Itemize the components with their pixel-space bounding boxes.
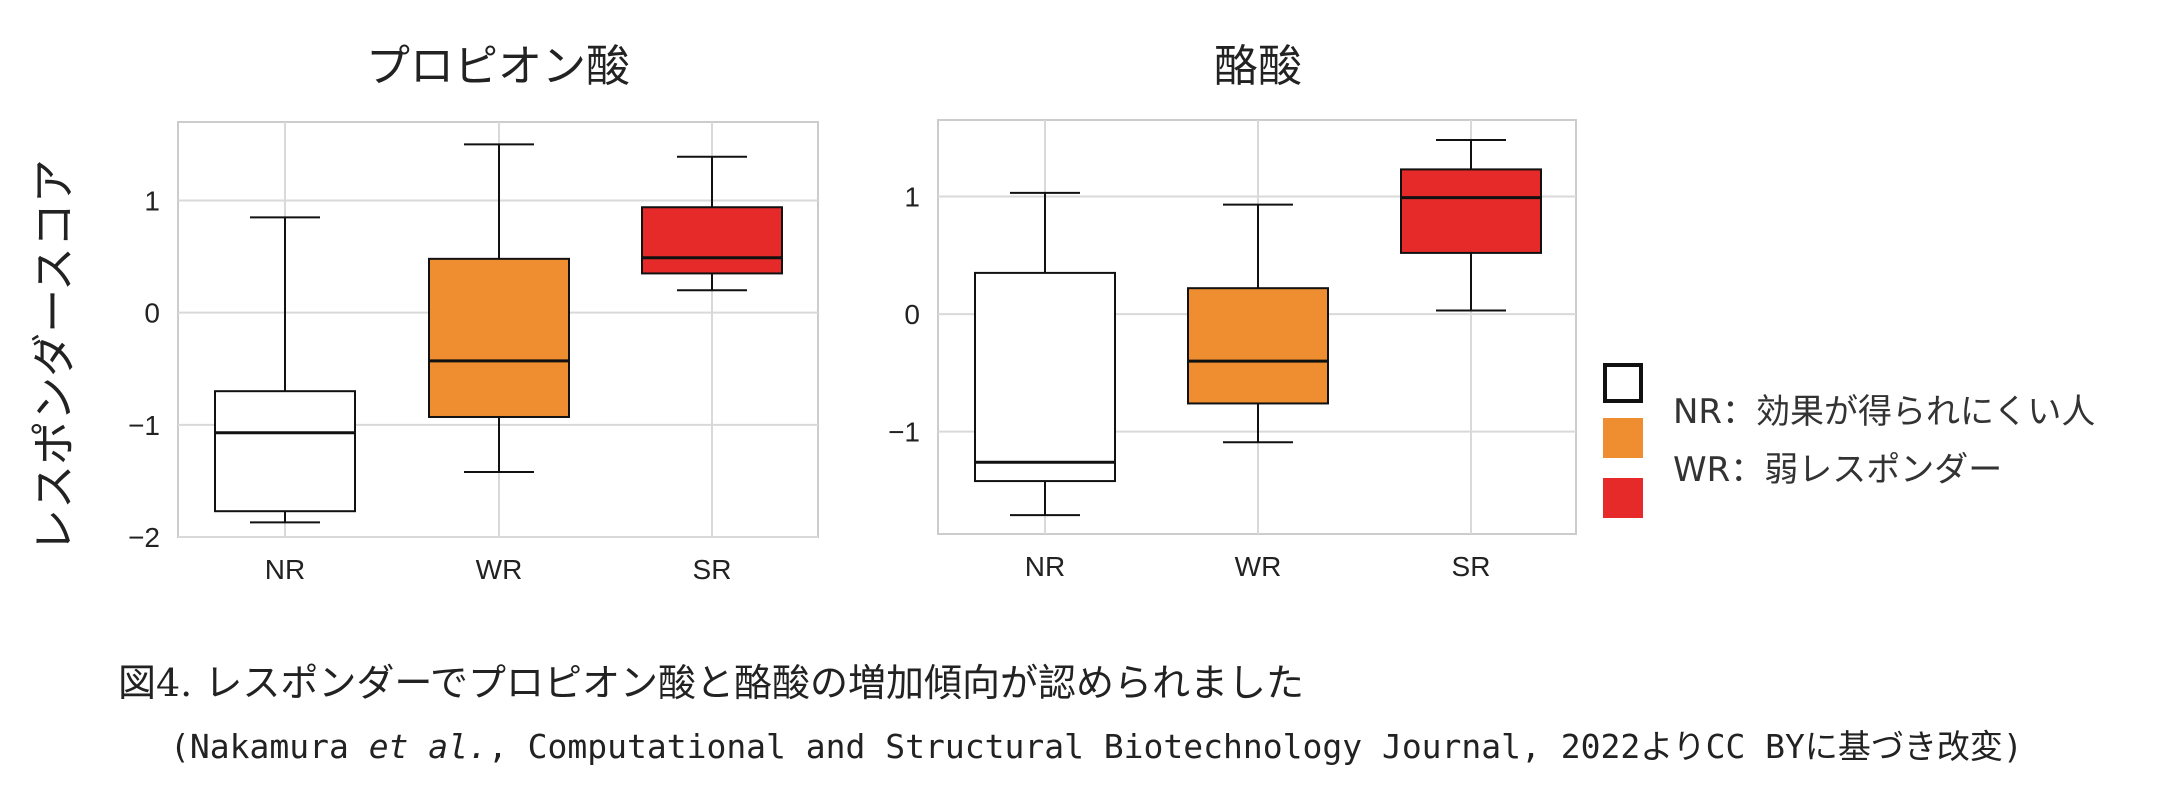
boxplot-butyric: 1 0 −1 NR WR SR	[888, 119, 1577, 582]
legend-swatch-sr	[1603, 478, 1643, 518]
figure-caption: 図4. レスポンダーでプロピオン酸と酪酸の増加傾向が認められました	[118, 661, 1305, 705]
x-tick-label: NR	[265, 554, 305, 585]
x-tick-label: SR	[693, 554, 732, 585]
box-sr	[1400, 168, 1542, 254]
box-wr	[428, 257, 570, 418]
chart-title-butyric: 酪酸	[1214, 41, 1302, 92]
source-italic: et al.	[368, 727, 488, 766]
box-nr	[974, 271, 1116, 483]
y-tick-label: 0	[144, 298, 160, 329]
y-tick-label: −2	[128, 522, 160, 553]
x-tick-label: WR	[1235, 551, 1282, 582]
source-prefix: (Nakamura	[170, 727, 369, 766]
chart-title-propionic: プロピオン酸	[366, 41, 630, 92]
y-tick-label: 1	[904, 181, 920, 212]
box-sr	[641, 206, 783, 275]
source-suffix: , Computational and Structural Biotechno…	[487, 727, 2023, 766]
x-tick-label: WR	[476, 554, 523, 585]
legend-swatch-nr	[1603, 363, 1643, 403]
legend-label-nr: NR：効果が得られにくい人	[1673, 392, 2096, 432]
y-tick-label: −1	[888, 417, 920, 448]
boxplot-propionic: 1 0 −1 −2 NR WR SR	[128, 121, 819, 585]
x-tick-label: SR	[1452, 551, 1491, 582]
y-tick-label: −1	[128, 410, 160, 441]
legend-swatch-wr	[1603, 418, 1643, 458]
legend-label-wr: WR：弱レスポンダー	[1673, 450, 2003, 490]
x-tick-label: NR	[1025, 551, 1065, 582]
box-nr	[214, 390, 356, 513]
y-tick-label: 0	[904, 299, 920, 330]
figure-source: (Nakamura et al., Computational and Stru…	[170, 720, 2023, 768]
box-wr	[1187, 287, 1329, 405]
y-tick-label: 1	[144, 186, 160, 217]
